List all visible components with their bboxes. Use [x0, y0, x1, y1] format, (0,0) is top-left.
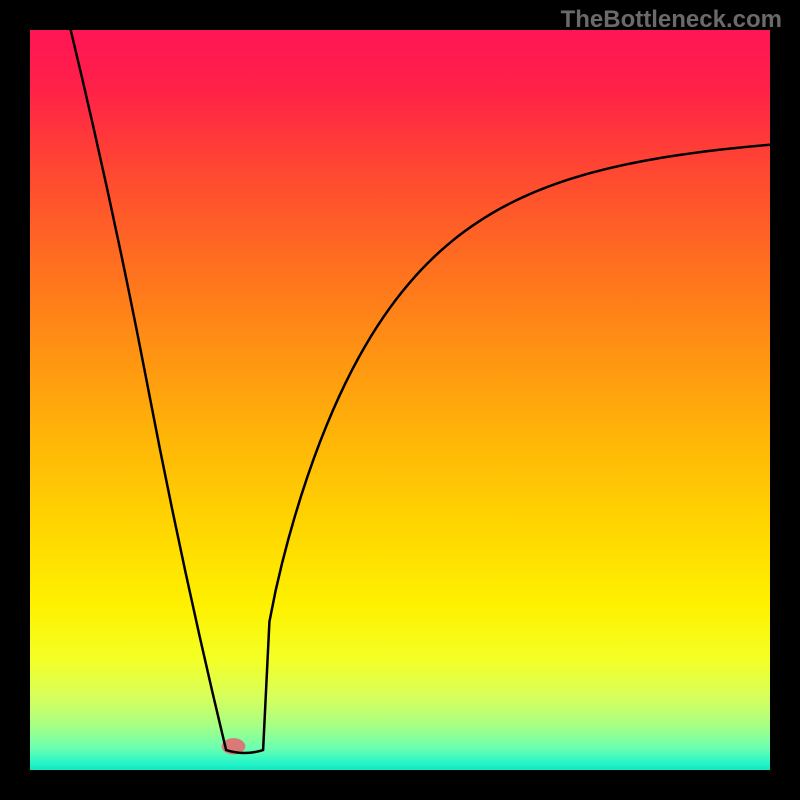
plot-svg [30, 30, 770, 770]
plot-area [30, 30, 770, 770]
gradient-background [30, 30, 770, 770]
watermark-text: TheBottleneck.com [561, 6, 782, 34]
chart-container: TheBottleneck.com [0, 0, 800, 800]
